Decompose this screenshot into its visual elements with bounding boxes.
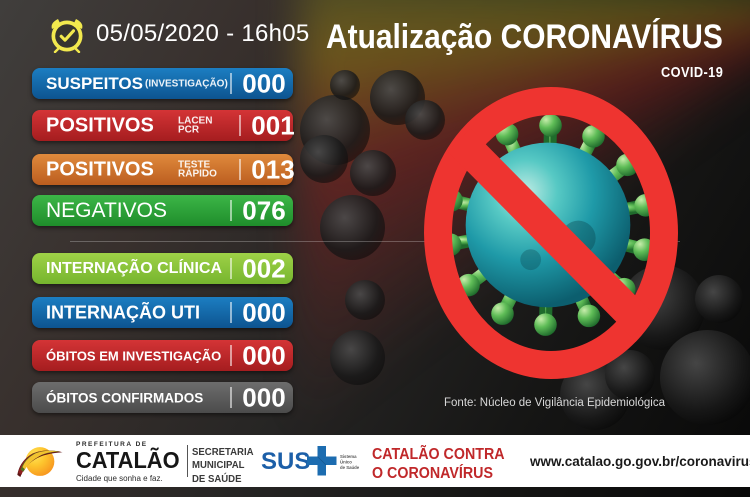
svg-text:Único: Único <box>340 460 352 465</box>
svg-text:Sistema: Sistema <box>340 454 357 459</box>
svg-text:SUS: SUS <box>261 448 310 475</box>
svg-text:de Saúde: de Saúde <box>340 465 360 470</box>
